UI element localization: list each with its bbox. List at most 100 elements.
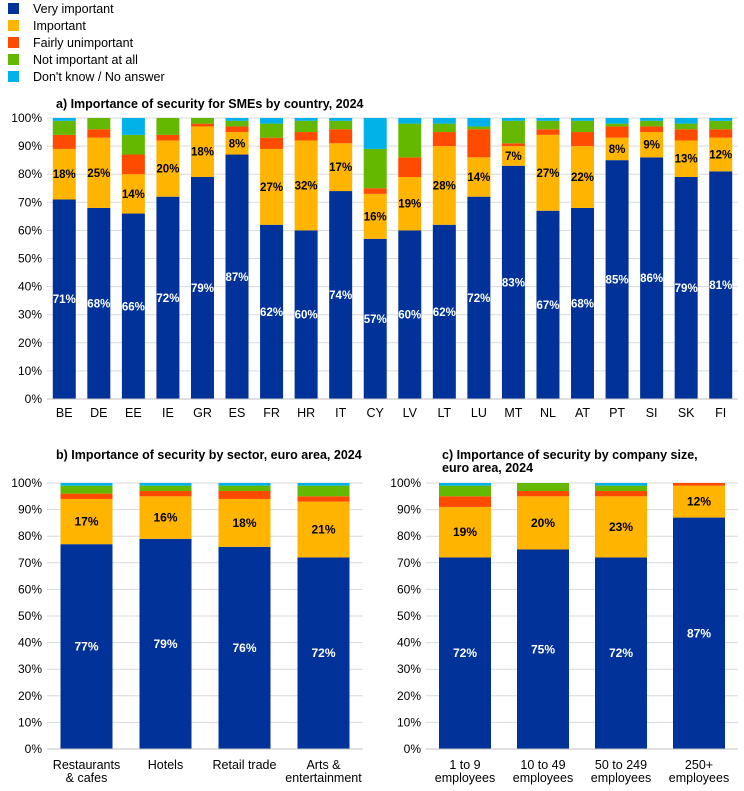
- y-tick-label: 50%: [18, 252, 42, 266]
- data-label: 71%: [53, 294, 76, 306]
- bar-segment: [218, 485, 271, 491]
- data-label: 23%: [609, 520, 633, 534]
- data-label: 14%: [467, 172, 490, 184]
- bar-segment: [439, 506, 491, 558]
- bar-segment: [225, 126, 249, 133]
- y-tick-label: 100%: [11, 476, 42, 490]
- bar-segment: [52, 120, 76, 135]
- bar-segment: [218, 498, 271, 547]
- bar-segment: [52, 118, 76, 121]
- bar-segment: [260, 224, 284, 399]
- bar-segment: [709, 137, 733, 172]
- bar-segment: [52, 199, 76, 399]
- y-tick-label: 80%: [18, 529, 42, 543]
- bar-segment: [432, 123, 456, 133]
- data-label: 13%: [675, 154, 698, 166]
- x-tick-label: HR: [297, 406, 315, 420]
- bar-segment: [398, 123, 422, 158]
- bar-segment: [87, 207, 111, 399]
- bar-segment: [674, 118, 698, 124]
- chart-title: b) Importance of security by sector, eur…: [56, 448, 362, 462]
- bar-segment: [605, 137, 629, 161]
- y-tick-label: 50%: [397, 609, 421, 623]
- bar-segment: [190, 177, 214, 399]
- legend-label: Important: [33, 18, 86, 33]
- legend-label: Very important: [33, 1, 114, 16]
- bar-segment: [571, 132, 595, 147]
- bar-segment: [536, 134, 560, 211]
- x-tick-label: SK: [678, 406, 695, 420]
- bar-segment: [595, 485, 647, 491]
- bar-segment: [139, 496, 192, 539]
- bar-segment: [595, 496, 647, 558]
- data-label: 18%: [232, 516, 256, 530]
- data-label: 18%: [53, 169, 76, 181]
- legend-label: Not important at all: [33, 52, 138, 67]
- bar-segment: [139, 483, 192, 486]
- bar-segment: [595, 483, 647, 486]
- bar-segment: [60, 498, 113, 545]
- bar-segment: [571, 207, 595, 399]
- data-label: 32%: [295, 180, 318, 192]
- bar-segment: [640, 157, 664, 399]
- bar-segment: [329, 129, 353, 144]
- x-tick-label: FR: [263, 406, 280, 420]
- legend-item-important: Important: [6, 17, 165, 34]
- data-label: 12%: [709, 150, 732, 162]
- bar-segment: [501, 146, 525, 166]
- data-label: 77%: [74, 640, 98, 654]
- data-label: 72%: [311, 646, 335, 660]
- data-label: 86%: [640, 273, 663, 285]
- data-label: 14%: [122, 189, 145, 201]
- x-tick-label: MT: [504, 406, 522, 420]
- y-tick-label: 40%: [397, 636, 421, 650]
- chart-title: euro area, 2024: [442, 461, 533, 475]
- legend-item-not-important: Not important at all: [6, 51, 165, 68]
- bar-segment: [398, 230, 422, 399]
- bar-segment: [294, 140, 318, 231]
- x-tick-label: 1 to 9: [449, 758, 480, 772]
- bar-segment: [605, 123, 629, 127]
- bar-segment: [294, 120, 318, 133]
- x-tick-label: 10 to 49: [520, 758, 565, 772]
- bar-segment: [260, 123, 284, 138]
- bar-segment: [297, 557, 350, 749]
- y-tick-label: 20%: [18, 336, 42, 350]
- y-tick-label: 70%: [397, 556, 421, 570]
- chart-b: b) Importance of security by sector, eur…: [11, 448, 363, 785]
- data-label: 20%: [156, 164, 179, 176]
- y-tick-label: 90%: [18, 503, 42, 517]
- bar-segment: [432, 146, 456, 225]
- bar-segment: [501, 165, 525, 399]
- bar-segment: [60, 544, 113, 749]
- data-label: 20%: [531, 516, 555, 530]
- x-tick-label: PT: [609, 406, 625, 420]
- bar-segment: [156, 134, 180, 141]
- bar-segment: [260, 118, 284, 124]
- x-tick-label: GR: [193, 406, 212, 420]
- bar-segment: [156, 140, 180, 197]
- data-label: 87%: [226, 272, 249, 284]
- bar-segment: [571, 118, 595, 121]
- bar-segment: [501, 118, 525, 121]
- data-label: 72%: [453, 646, 477, 660]
- bar-segment: [190, 118, 214, 124]
- data-label: 18%: [191, 147, 214, 159]
- chart-title: a) Importance of security for SMEs by co…: [56, 97, 364, 111]
- bar-segment: [640, 118, 664, 121]
- y-tick-label: 60%: [18, 582, 42, 596]
- bar-segment: [218, 546, 271, 749]
- bar-segment: [673, 485, 725, 518]
- bar-segment: [432, 118, 456, 124]
- bar-segment: [595, 557, 647, 749]
- bar-segment: [536, 210, 560, 399]
- x-tick-label: employees: [591, 771, 651, 785]
- y-tick-label: 30%: [18, 662, 42, 676]
- bar-segment: [536, 120, 560, 130]
- data-label: 67%: [536, 300, 559, 312]
- x-tick-label: AT: [575, 406, 590, 420]
- bar-segment: [294, 118, 318, 121]
- bar-segment: [297, 485, 350, 497]
- bar-segment: [363, 193, 387, 239]
- bar-segment: [517, 483, 569, 491]
